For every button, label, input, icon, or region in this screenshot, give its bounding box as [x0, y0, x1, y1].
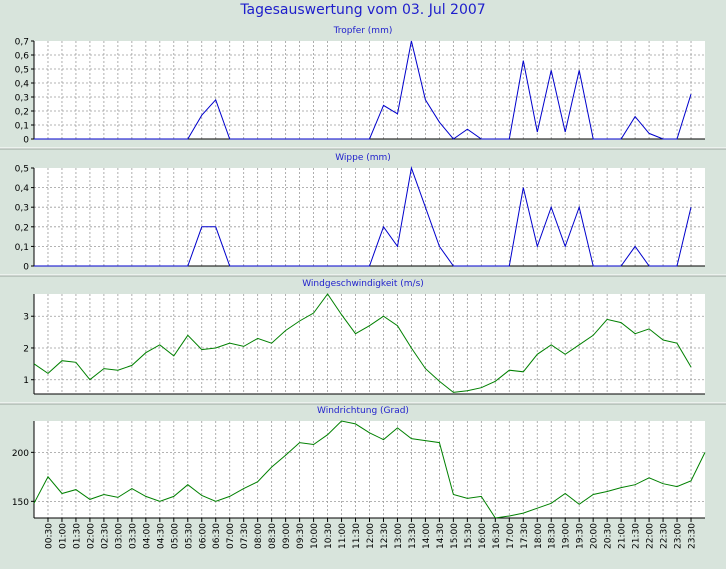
y-tick-label: 0,2	[15, 223, 29, 233]
y-tick-label: 0,5	[15, 165, 29, 175]
panel-title: Windrichtung (Grad)	[317, 406, 409, 416]
chart-panel: Windgeschwindigkeit (m/s) 1 2 3	[23, 279, 705, 394]
x-tick-label: 15:30	[464, 523, 474, 549]
chart-panel: Windrichtung (Grad) 150 200	[12, 406, 705, 518]
x-tick-label: 20:00	[590, 523, 600, 549]
y-tick-label: 0,3	[15, 94, 29, 104]
y-tick-label: 0,4	[15, 80, 30, 90]
x-tick-label: 15:00	[450, 523, 460, 549]
panel-title: Wippe (mm)	[335, 153, 391, 163]
x-tick-label: 07:30	[240, 523, 250, 549]
x-tick-label: 00:30	[44, 523, 54, 549]
panel-title: Tropfer (mm)	[333, 26, 393, 36]
y-tick-label: 150	[12, 498, 29, 508]
page-title: Tagesauswertung vom 03. Jul 2007	[239, 2, 485, 18]
y-tick-label: 0	[23, 263, 29, 273]
y-tick-label: 0,5	[15, 66, 29, 76]
x-tick-label: 23:30	[688, 523, 698, 549]
x-tick-label: 19:30	[576, 523, 586, 549]
y-tick-label: 0,4	[15, 184, 30, 194]
x-tick-label: 12:00	[366, 523, 376, 549]
x-tick-label: 03:00	[114, 523, 124, 549]
y-tick-label: 200	[12, 449, 29, 459]
x-tick-label: 04:00	[142, 523, 152, 549]
chart-panel: Wippe (mm) 0 0,1 0,2 0,3 0,4 0,5	[15, 153, 705, 273]
x-tick-label: 08:30	[268, 523, 278, 549]
x-tick-label: 10:30	[324, 523, 334, 549]
y-tick-label: 0,3	[15, 204, 29, 214]
x-tick-label: 06:00	[198, 523, 208, 549]
x-tick-label: 08:00	[254, 523, 264, 549]
x-tick-label: 10:00	[310, 523, 320, 549]
y-tick-label: 0	[23, 136, 29, 146]
y-tick-label: 0,2	[15, 108, 29, 118]
x-tick-label: 09:00	[282, 523, 292, 549]
y-tick-label: 1	[23, 376, 29, 386]
x-tick-label: 17:30	[520, 523, 530, 549]
x-tick-label: 19:00	[562, 523, 572, 549]
x-tick-label: 11:30	[352, 523, 362, 549]
x-tick-label: 12:30	[380, 523, 390, 549]
x-tick-label: 14:30	[436, 523, 446, 549]
x-tick-label: 03:30	[128, 523, 138, 549]
y-tick-label: 3	[23, 313, 29, 323]
x-tick-label: 16:00	[478, 523, 488, 549]
x-tick-label: 09:30	[296, 523, 306, 549]
x-tick-label: 04:30	[156, 523, 166, 549]
chart-panel: Tropfer (mm) 0 0,1 0,2 0,3 0,4 0,5 0,6 0,7	[15, 26, 705, 146]
y-tick-label: 0,1	[15, 122, 29, 132]
x-tick-label: 05:30	[184, 523, 194, 549]
x-tick-label: 06:30	[212, 523, 222, 549]
x-tick-label: 22:30	[660, 523, 670, 549]
x-tick-label: 21:30	[632, 523, 642, 549]
x-tick-label: 13:00	[394, 523, 404, 549]
y-tick-label: 2	[23, 344, 29, 354]
x-tick-label: 13:30	[408, 523, 418, 549]
x-tick-label: 05:00	[170, 523, 180, 549]
x-tick-label: 17:00	[506, 523, 516, 549]
x-tick-label: 01:30	[72, 523, 82, 549]
x-tick-label: 01:00	[58, 523, 68, 549]
x-tick-label: 02:30	[100, 523, 110, 549]
x-tick-label: 18:30	[548, 523, 558, 549]
x-tick-label: 23:00	[674, 523, 684, 549]
y-tick-label: 0,1	[15, 243, 29, 253]
x-tick-label: 20:30	[604, 523, 614, 549]
x-tick-label: 18:00	[534, 523, 544, 549]
x-tick-label: 07:00	[226, 523, 236, 549]
y-tick-label: 0,6	[15, 52, 30, 62]
x-tick-label: 02:00	[86, 523, 96, 549]
y-tick-label: 0,7	[15, 38, 29, 48]
x-tick-label: 14:00	[422, 523, 432, 549]
x-tick-label: 22:00	[646, 523, 656, 549]
panel-title: Windgeschwindigkeit (m/s)	[302, 279, 424, 289]
x-tick-label: 16:30	[492, 523, 502, 549]
x-tick-label: 11:00	[338, 523, 348, 549]
x-tick-label: 21:00	[618, 523, 628, 549]
